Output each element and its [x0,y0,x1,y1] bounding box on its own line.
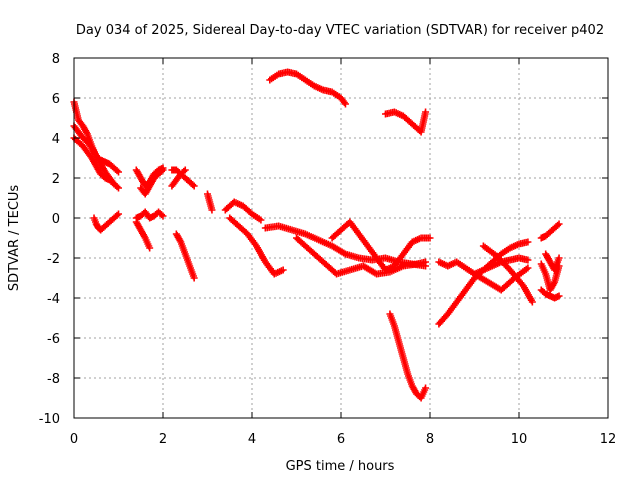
data-point-marker [422,258,430,266]
x-tick-label: 8 [426,432,434,447]
data-point-marker [189,181,197,189]
data-point-marker [115,184,122,192]
data-point-marker [340,99,348,106]
x-tick-label: 6 [337,432,345,447]
axis-ticks: 0 2 4 6 8 10 12 -10 -8 -6 -4 -2 0 2 4 6 8 [39,52,617,447]
data-point-marker [528,298,536,306]
data-point-marker [422,384,430,392]
data-point-marker [159,166,167,174]
y-tick-label: -10 [39,412,60,427]
y-tick-label: -6 [47,332,60,347]
y-tick-label: 4 [52,132,60,147]
data-point-marker [159,212,167,220]
data-point-marker [113,211,121,219]
data-point-marker [555,292,563,300]
data-point-marker [115,168,122,176]
data-point-marker [554,221,562,229]
data-point-marker [422,108,430,116]
y-axis-label: SDTVAR / TECUs [7,185,22,292]
x-tick-label: 0 [70,432,78,447]
data-point-marker [524,264,532,272]
y-tick-label: 0 [52,212,60,227]
data-point-marker [181,166,189,174]
data-point-marker [190,274,198,282]
data-point-marker [158,167,166,175]
data-point-marker [115,210,122,218]
x-axis-label: GPS time / hours [286,459,395,474]
y-tick-label: 6 [52,92,60,107]
data-point-marker [555,220,563,228]
data-point-marker [190,182,198,190]
y-tick-label: 8 [52,52,60,67]
y-tick-label: -4 [47,292,60,307]
data-point-marker [555,254,563,262]
data-point-marker [110,180,118,188]
data-points [70,68,563,402]
grid-lines [74,58,608,418]
x-tick-label: 10 [511,432,528,447]
data-point-marker [180,167,188,175]
y-tick-label: -2 [47,252,60,267]
x-tick-label: 12 [600,432,617,447]
x-tick-label: 4 [248,432,256,447]
data-point-marker [208,206,216,214]
y-tick-label: -8 [47,372,60,387]
x-tick-label: 2 [159,432,167,447]
data-point-marker [279,266,287,274]
data-point-marker [257,216,265,224]
data-point-marker [146,244,154,252]
data-point-marker [341,100,349,108]
data-point-marker [524,238,532,246]
data-point-marker [158,211,166,219]
data-point-marker [113,167,121,175]
chart-title: Day 034 of 2025, Sidereal Day-to-day VTE… [76,23,604,38]
y-tick-label: 2 [52,172,60,187]
data-point-marker [109,179,117,186]
data-point-marker [426,234,434,242]
data-point-marker [524,256,532,264]
